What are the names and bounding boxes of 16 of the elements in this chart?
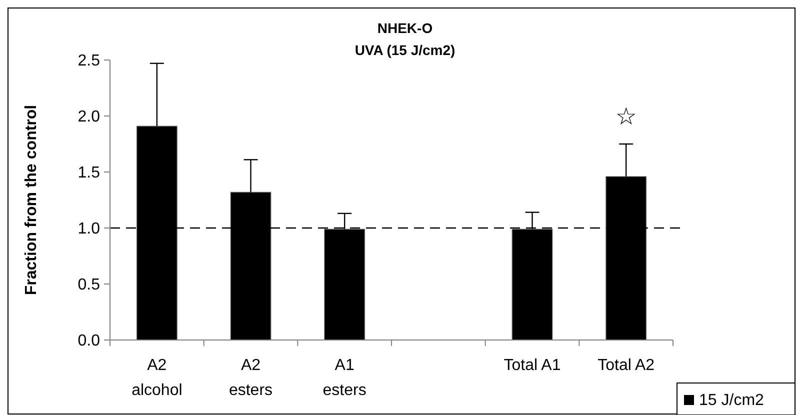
chart-subtitle: UVA (15 J/cm2) bbox=[354, 42, 456, 58]
chart-title: NHEK-O bbox=[377, 20, 433, 36]
x-tick-label: A2 alcohol bbox=[132, 357, 182, 399]
y-tick-label: 1.0 bbox=[78, 220, 100, 238]
y-tick-label: 0.5 bbox=[78, 276, 100, 294]
x-tick-label: A2 esters bbox=[228, 357, 273, 399]
annotation: ☆ bbox=[615, 102, 637, 130]
x-tick-label: Total A2 bbox=[598, 357, 655, 374]
y-tick-label: 2.5 bbox=[78, 52, 100, 70]
legend-label: 15 J/cm2 bbox=[699, 392, 764, 409]
x-tick-label: Total A1 bbox=[504, 357, 561, 374]
y-tick-label: 2.0 bbox=[78, 108, 100, 126]
y-tick-label: 1.5 bbox=[78, 164, 100, 182]
y-tick-label: 0.0 bbox=[78, 332, 100, 350]
x-tick-label: A1 esters bbox=[322, 357, 366, 399]
y-axis-title: Fraction from the control bbox=[23, 104, 40, 296]
